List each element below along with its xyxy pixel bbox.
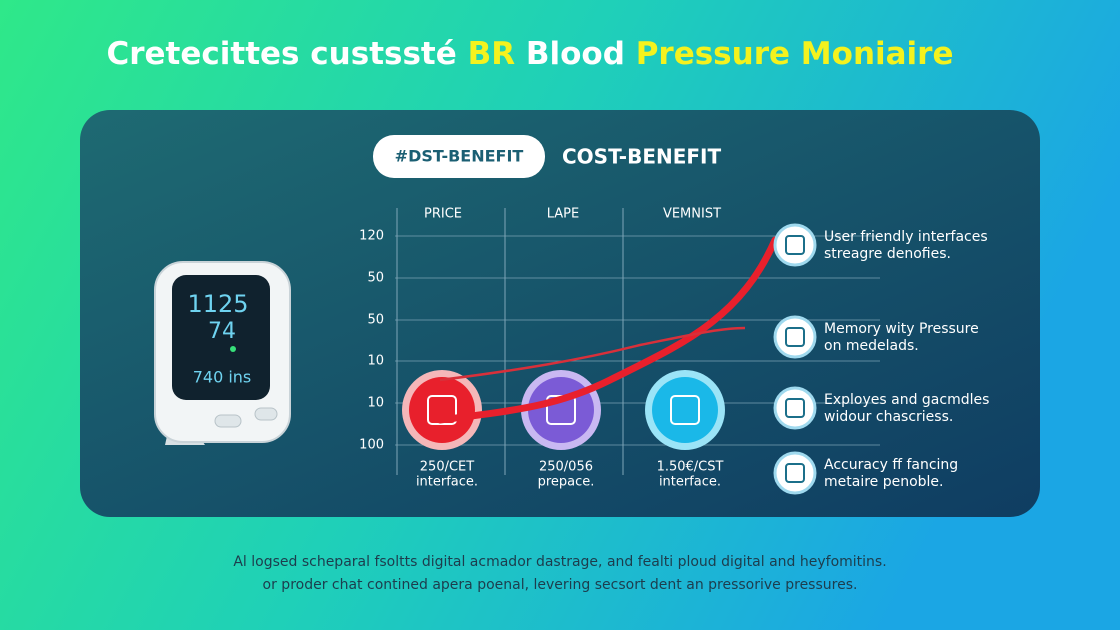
badge-pill xyxy=(373,135,545,178)
trend-curve xyxy=(436,236,779,424)
feature-glyph xyxy=(785,463,805,483)
feature-text: on medelads. xyxy=(824,338,919,354)
feature-text: widour chascriess. xyxy=(824,409,953,425)
footer: Al logsed scheparal fsoltts digital acma… xyxy=(233,554,886,593)
feature-text: Exployes and gacmdles xyxy=(824,392,989,408)
device-line: 740 ins xyxy=(193,368,252,387)
row-label: 100 xyxy=(359,438,384,453)
feature-icon xyxy=(773,386,817,430)
option-label: 1.50€/CST xyxy=(657,460,724,475)
option-icon xyxy=(652,377,718,443)
feature-text: Accuracy ff fancing xyxy=(824,457,958,473)
footer-line: or proder chat contined apera poenal, le… xyxy=(263,577,858,593)
title-part: Cretecittes custssté xyxy=(106,36,467,72)
device-line: 1125 xyxy=(187,290,248,318)
heading: COST-BENEFIT xyxy=(562,145,721,169)
feature-glyph xyxy=(785,327,805,347)
option-label: 250/CET xyxy=(420,460,474,475)
feature-icon xyxy=(773,315,817,359)
feature-text: metaire penoble. xyxy=(824,474,944,490)
option-label: prepace. xyxy=(538,475,595,490)
feature-glyph xyxy=(785,235,805,255)
option-label: interface. xyxy=(659,475,721,490)
device-line: 74 xyxy=(208,319,236,344)
title: Cretecittes custssté BR Blood Pressure M… xyxy=(106,36,953,72)
column-header: VEMNIST xyxy=(663,207,721,222)
column-header: LAPE xyxy=(547,207,580,222)
feature-text: streagre denofies. xyxy=(824,246,951,262)
feature-glyph xyxy=(785,398,805,418)
row-label: 10 xyxy=(367,396,384,411)
feature-text: Memory wity Pressure xyxy=(824,321,979,337)
feature-text: User friendly interfaces xyxy=(824,229,988,245)
feature-icon xyxy=(773,451,817,495)
title-part: Pressure Moniaire xyxy=(636,36,954,72)
option-glyph xyxy=(427,395,457,425)
device: 1125 74 740 ins xyxy=(154,261,291,445)
row-label: 50 xyxy=(367,271,384,286)
badge: #DST-BENEFIT xyxy=(395,147,524,166)
option-glyph xyxy=(670,395,700,425)
footer-line: Al logsed scheparal fsoltts digital acma… xyxy=(233,554,886,570)
title-part: Blood xyxy=(515,36,636,72)
row-label: 10 xyxy=(367,354,384,369)
option-icon xyxy=(528,377,594,443)
trend-line xyxy=(439,326,746,382)
row-label: 120 xyxy=(359,229,384,244)
option-icon xyxy=(409,377,475,443)
option-label: 250/056 xyxy=(539,460,593,475)
column-header: PRICE xyxy=(424,207,462,222)
title-part: BR xyxy=(468,36,516,72)
option-label: interface. xyxy=(416,475,478,490)
feature-icon xyxy=(773,223,817,267)
row-label: 50 xyxy=(367,313,384,328)
